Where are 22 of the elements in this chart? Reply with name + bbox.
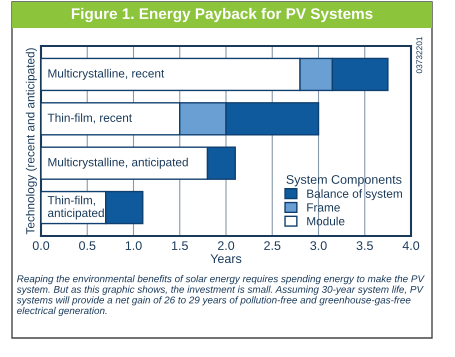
x-axis-title: Years bbox=[210, 254, 242, 264]
legend-title: System Components bbox=[286, 175, 402, 186]
x-tick-label: 0.5 bbox=[79, 241, 96, 250]
x-tick-label: 3.0 bbox=[310, 241, 327, 250]
text: 03732201 bbox=[416, 36, 422, 74]
y-tick-label: Multicrystalline, recent bbox=[48, 68, 164, 80]
legend-label: Frame bbox=[307, 203, 340, 212]
x-tick-label: 4.0 bbox=[402, 241, 420, 250]
legend-label: Module bbox=[307, 216, 344, 226]
x-tick-label: 2.0 bbox=[218, 241, 234, 250]
y-axis-title: Technology (recent and anticipated) bbox=[26, 48, 37, 234]
y-tick-label: Multicrystalline, anticipated bbox=[48, 158, 188, 169]
y-tick-label: Thin-film, recent bbox=[48, 113, 132, 124]
x-tick-label: 2.5 bbox=[264, 241, 280, 250]
x-tick-label: 0.0 bbox=[32, 241, 50, 250]
y-tick-label: Thin-film, anticipated bbox=[48, 196, 104, 220]
legend-label: Balance of system bbox=[307, 189, 402, 200]
chart-title: Figure 1. Energy Payback for PV Systems bbox=[72, 8, 373, 22]
x-tick-label: 1.0 bbox=[126, 241, 142, 250]
text: Reaping the environmental benefits of solar energy requires spending energy to make the PV system. But as this graphic shows, the investment is small. Assuming 30-year system life, PV systems will provide a net gain of 26 to 29 years of pollution-free and greenhouse-gas-free electrical generation. bbox=[16, 275, 425, 316]
x-tick-label: 1.5 bbox=[172, 241, 188, 250]
x-tick-label: 3.5 bbox=[356, 241, 373, 250]
